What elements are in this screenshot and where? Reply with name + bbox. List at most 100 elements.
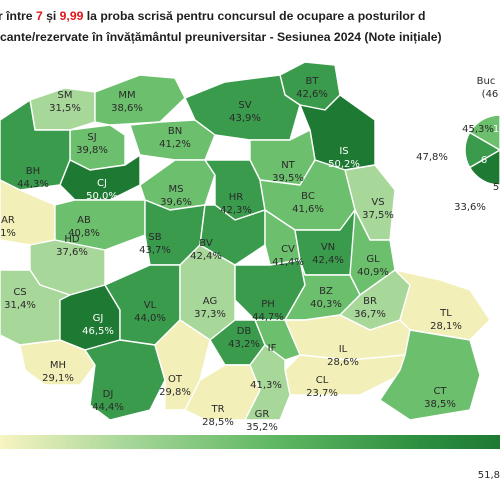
color-scale-legend — [0, 435, 500, 449]
county-value-ab: 40,8% — [68, 228, 100, 239]
county-code-ab: AB — [77, 215, 91, 226]
county-value-ar: 1% — [0, 228, 16, 239]
county-value-unlabeled-40: 41,3% — [250, 380, 282, 391]
county-code-gj: GJ — [93, 313, 104, 324]
county-code-cj: CJ — [97, 178, 107, 189]
map-title-line-1: r între 7 și 9,99 la proba scrisă pentru… — [0, 9, 426, 23]
county-code-cv: CV — [281, 244, 295, 255]
county-value-dj: 44,4% — [92, 402, 124, 413]
county-code-bc: BC — [301, 191, 315, 202]
county-code-sv: SV — [238, 100, 251, 111]
county-code-ot: OT — [168, 374, 183, 385]
county-code-hr: HR — [229, 192, 244, 203]
county-code-bz: BZ — [319, 286, 333, 297]
bucharest-sector-value-c: 47,8% — [416, 152, 448, 163]
county-value-il: 28,6% — [327, 357, 359, 368]
county-mm — [94, 74, 186, 126]
county-code-vs: VS — [371, 197, 384, 208]
county-code-il: IL — [339, 344, 348, 355]
county-mh — [19, 339, 96, 386]
county-code-is: IS — [339, 146, 348, 157]
county-value-gr: 35,2% — [246, 422, 278, 433]
county-code-ag: AG — [203, 296, 217, 307]
legend-max-label: 51,8 — [477, 470, 500, 481]
county-code-tl: TL — [439, 308, 452, 319]
county-value-br: 36,7% — [354, 309, 386, 320]
county-code-db: DB — [237, 326, 252, 337]
county-code-sj: SJ — [87, 132, 96, 143]
county-code-bv: BV — [199, 238, 213, 249]
county-value-gj: 46,5% — [82, 326, 114, 337]
county-value-bc: 41,6% — [292, 204, 324, 215]
county-value-gl: 40,9% — [357, 267, 389, 278]
county-code-tr: TR — [210, 404, 224, 415]
county-ct — [379, 329, 481, 421]
county-value-mh: 29,1% — [42, 373, 74, 384]
county-dj — [84, 339, 166, 421]
bucharest-sector-value-b: 1 — [493, 124, 499, 135]
county-code-cl: CL — [316, 375, 329, 386]
bucharest-sector-value-f: 33,6% — [454, 202, 486, 213]
county-value-bn: 41,2% — [159, 139, 191, 150]
county-code-br: BR — [363, 296, 377, 307]
county-value-sm: 31,5% — [49, 103, 81, 114]
county-code-gr: GR — [255, 409, 270, 420]
county-value-tr: 28,5% — [202, 417, 234, 428]
county-value-sj: 39,8% — [76, 145, 108, 156]
bucharest-sector-value-d: 6 — [481, 155, 487, 166]
county-value-tl: 28,1% — [430, 321, 462, 332]
bucharest-value: (46 — [482, 89, 499, 100]
county-code-sb: SB — [148, 232, 161, 243]
county-value-nt: 39,5% — [272, 173, 304, 184]
bucharest-label: Buc — [477, 76, 496, 87]
county-value-bz: 40,3% — [310, 299, 342, 310]
county-value-sb: 43,7% — [139, 245, 171, 256]
county-code-cs: CS — [13, 287, 26, 298]
county-code-vn: VN — [321, 242, 335, 253]
county-value-sv: 43,9% — [229, 113, 261, 124]
county-value-db: 43,2% — [228, 339, 260, 350]
bucharest-sector-value-a: 45,3% — [462, 124, 494, 135]
county-code-bh: BH — [26, 166, 40, 177]
county-code-bn: BN — [168, 126, 182, 137]
county-if — [254, 319, 301, 361]
county-value-cj: 50,0% — [86, 191, 118, 202]
county-value-cv: 41,4% — [272, 257, 304, 268]
county-value-vl: 44,0% — [134, 313, 166, 324]
county-code-sm: SM — [58, 90, 73, 101]
county-code-ct: CT — [433, 386, 447, 397]
county-code-ms: MS — [169, 184, 184, 195]
county-bn — [129, 119, 216, 161]
county-code-dj: DJ — [103, 389, 114, 400]
county-value-ag: 37,3% — [194, 309, 226, 320]
bucharest-sector-value-e: 5 — [493, 182, 499, 193]
county-value-vs: 37,5% — [362, 210, 394, 221]
map-title-line-2: cante/rezervate în învățământul preunive… — [0, 30, 442, 44]
county-value-hd: 37,6% — [56, 247, 88, 258]
county-value-ph: 44,7% — [252, 312, 284, 323]
county-value-cl: 23,7% — [306, 388, 338, 399]
county-code-ph: PH — [261, 299, 275, 310]
county-code-if: IF — [268, 343, 277, 354]
county-value-mm: 38,6% — [111, 103, 143, 114]
county-code-hd: HD — [64, 234, 80, 245]
county-value-bv: 42,4% — [190, 251, 222, 262]
county-value-bh: 44,3% — [17, 179, 49, 190]
county-value-cs: 31,4% — [4, 300, 36, 311]
county-gr — [244, 344, 291, 421]
county-code-mm: MM — [118, 90, 135, 101]
county-code-vl: VL — [144, 300, 157, 311]
county-value-ms: 39,6% — [160, 197, 192, 208]
county-value-is: 50,2% — [328, 159, 360, 170]
county-code-ar: AR — [1, 215, 15, 226]
county-code-gl: GL — [366, 254, 380, 265]
county-code-mh: MH — [50, 360, 66, 371]
county-value-ot: 29,8% — [159, 387, 191, 398]
county-value-bt: 42,6% — [296, 89, 328, 100]
county-value-vn: 42,4% — [312, 255, 344, 266]
county-value-ct: 38,5% — [424, 399, 456, 410]
county-value-hr: 42,3% — [220, 205, 252, 216]
county-code-nt: NT — [281, 160, 295, 171]
county-code-bt: BT — [306, 76, 320, 87]
